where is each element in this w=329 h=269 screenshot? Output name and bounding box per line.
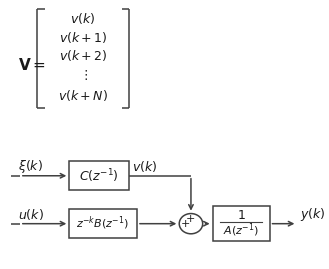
Text: $v(k)$: $v(k)$ [132, 159, 158, 174]
Bar [213, 206, 269, 241]
Text: $\vdots$: $\vdots$ [79, 68, 88, 82]
Bar [69, 209, 137, 238]
Text: $A(z^{-1})$: $A(z^{-1})$ [223, 221, 259, 239]
Text: $u(k)$: $u(k)$ [18, 207, 44, 222]
Text: $1$: $1$ [237, 209, 245, 222]
Text: $C(z^{-1})$: $C(z^{-1})$ [79, 167, 119, 185]
Text: +: + [181, 219, 190, 229]
Bar [69, 161, 129, 190]
Text: $z^{-k}B(z^{-1})$: $z^{-k}B(z^{-1})$ [77, 215, 130, 232]
Text: $v(k)$: $v(k)$ [70, 11, 96, 26]
Text: $\mathbf{V} =$: $\mathbf{V} =$ [18, 57, 46, 73]
Text: $v(k+N)$: $v(k+N)$ [58, 89, 108, 103]
Circle shape [179, 214, 203, 234]
Text: +: + [186, 214, 196, 224]
Text: $y(k)$: $y(k)$ [300, 206, 326, 223]
Text: $v(k+2)$: $v(k+2)$ [59, 48, 107, 63]
Text: $v(k+1)$: $v(k+1)$ [59, 30, 107, 45]
Text: $\xi(k)$: $\xi(k)$ [18, 158, 43, 175]
